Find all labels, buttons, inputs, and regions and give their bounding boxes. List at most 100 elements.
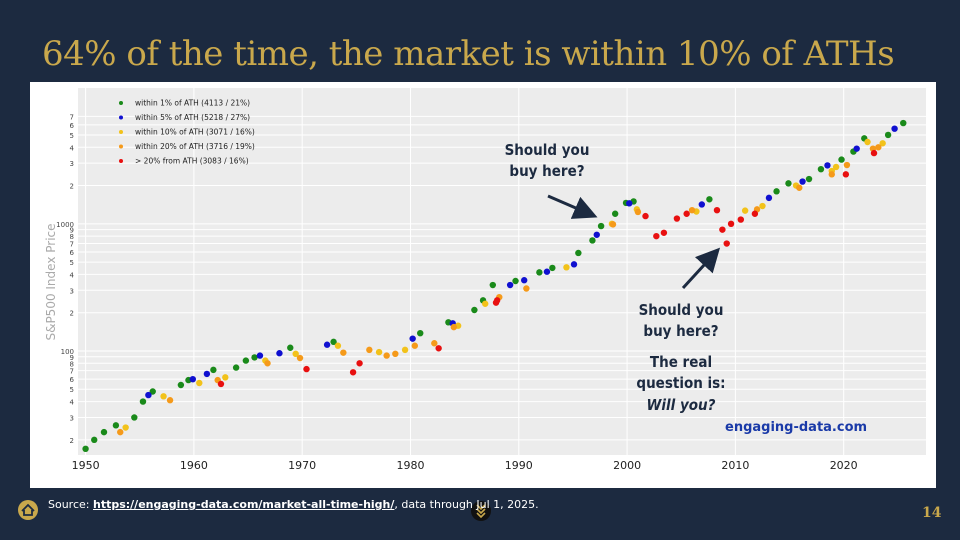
data-point <box>759 202 766 210</box>
data-point <box>482 300 489 307</box>
data-point <box>719 226 726 233</box>
data-point <box>417 329 424 337</box>
data-point <box>688 206 696 214</box>
data-point <box>160 393 167 400</box>
data-point <box>828 171 835 178</box>
y-tick-label: 6 <box>70 122 75 130</box>
legend-marker <box>119 130 123 134</box>
legend-label: > 20% from ATH (3083 / 16%) <box>135 157 249 166</box>
y-tick-label: 4 <box>70 399 75 407</box>
y-tick-label: 100 <box>61 348 74 356</box>
y-tick-label: 3 <box>70 287 74 295</box>
data-point <box>506 281 514 289</box>
data-point <box>589 237 596 244</box>
y-tick-label: 9 <box>70 227 74 235</box>
data-point <box>611 210 619 217</box>
data-point <box>597 222 605 230</box>
data-point <box>334 342 342 349</box>
x-tick-label: 1960 <box>180 459 208 472</box>
data-point <box>122 424 129 431</box>
data-point <box>256 352 264 359</box>
source-suffix: , data through Jul 1, 2025. <box>394 498 539 511</box>
data-point <box>521 277 528 284</box>
data-point <box>799 178 806 185</box>
legend-marker <box>119 144 123 149</box>
x-tick-label: 1950 <box>72 459 100 472</box>
data-point <box>303 365 310 373</box>
data-point <box>660 229 668 236</box>
data-point <box>536 269 543 276</box>
y-tick-label: 4 <box>70 271 75 279</box>
data-point <box>276 350 283 357</box>
annotation: The real question is: <box>636 353 726 392</box>
data-point <box>411 342 419 349</box>
slide-title: 64% of the time, the market is within 10… <box>42 34 895 74</box>
data-point <box>177 381 185 389</box>
data-point <box>853 145 860 152</box>
data-point <box>805 175 813 183</box>
data-point <box>450 323 458 331</box>
data-point <box>765 194 773 202</box>
legend-label: within 20% of ATH (3716 / 19%) <box>135 142 255 151</box>
y-tick-label: 3 <box>70 160 74 168</box>
y-tick-label: 4 <box>70 144 75 152</box>
y-tick-label: 8 <box>70 360 74 368</box>
legend-marker <box>119 159 123 163</box>
data-point <box>139 398 147 405</box>
y-tick-label: 5 <box>70 132 74 140</box>
watermark: engaging-data.com <box>725 420 867 435</box>
data-point <box>82 445 89 453</box>
y-tick-label: 9 <box>70 354 74 362</box>
data-point <box>375 348 383 356</box>
data-point <box>232 364 240 371</box>
source-link[interactable]: https://engaging-data.com/market-all-tim… <box>93 498 395 511</box>
data-point <box>409 335 416 342</box>
data-point <box>875 144 882 151</box>
legend-marker <box>119 101 123 105</box>
data-point <box>471 306 478 314</box>
data-point <box>145 391 152 399</box>
data-point <box>349 369 357 376</box>
data-point <box>512 277 519 285</box>
legend-label: within 1% of ATH (4113 / 21%) <box>135 99 250 108</box>
data-point <box>832 163 840 171</box>
annotation: Should you buy here? <box>504 141 590 180</box>
legend-marker <box>119 115 123 120</box>
x-tick-label: 1970 <box>288 459 316 472</box>
data-point <box>131 414 138 421</box>
data-point <box>401 346 409 354</box>
annotation: Will you? <box>646 396 716 414</box>
logo-glyph <box>476 504 486 519</box>
y-tick-label: 2 <box>70 310 74 318</box>
data-point <box>523 285 530 292</box>
y-tick-label: 2 <box>70 437 74 445</box>
legend-label: within 5% of ATH (5218 / 27%) <box>135 113 250 122</box>
x-tick-label: 2000 <box>613 459 641 472</box>
x-tick-label: 2010 <box>721 459 749 472</box>
data-point <box>100 428 108 436</box>
data-point <box>683 210 690 217</box>
arrow <box>681 247 721 290</box>
data-point <box>340 349 347 356</box>
data-point <box>796 184 803 191</box>
page-number: 14 <box>922 505 942 521</box>
data-point <box>673 215 681 222</box>
data-point <box>570 261 578 268</box>
data-point <box>149 388 156 395</box>
data-point <box>203 370 211 378</box>
data-point <box>727 220 735 228</box>
data-point <box>634 208 642 216</box>
y-tick-label: 5 <box>70 259 74 267</box>
y-tick-label: 8 <box>70 233 74 241</box>
y-tick-label: 7 <box>70 368 74 376</box>
y-tick-label: 5 <box>70 386 74 394</box>
y-tick-label: 6 <box>70 249 75 257</box>
annotation: Should you buy here? <box>638 301 724 340</box>
data-point <box>549 264 556 272</box>
data-point <box>196 379 203 387</box>
data-point <box>489 281 496 289</box>
data-point <box>653 232 660 240</box>
data-point <box>251 354 258 361</box>
data-point <box>91 436 98 444</box>
